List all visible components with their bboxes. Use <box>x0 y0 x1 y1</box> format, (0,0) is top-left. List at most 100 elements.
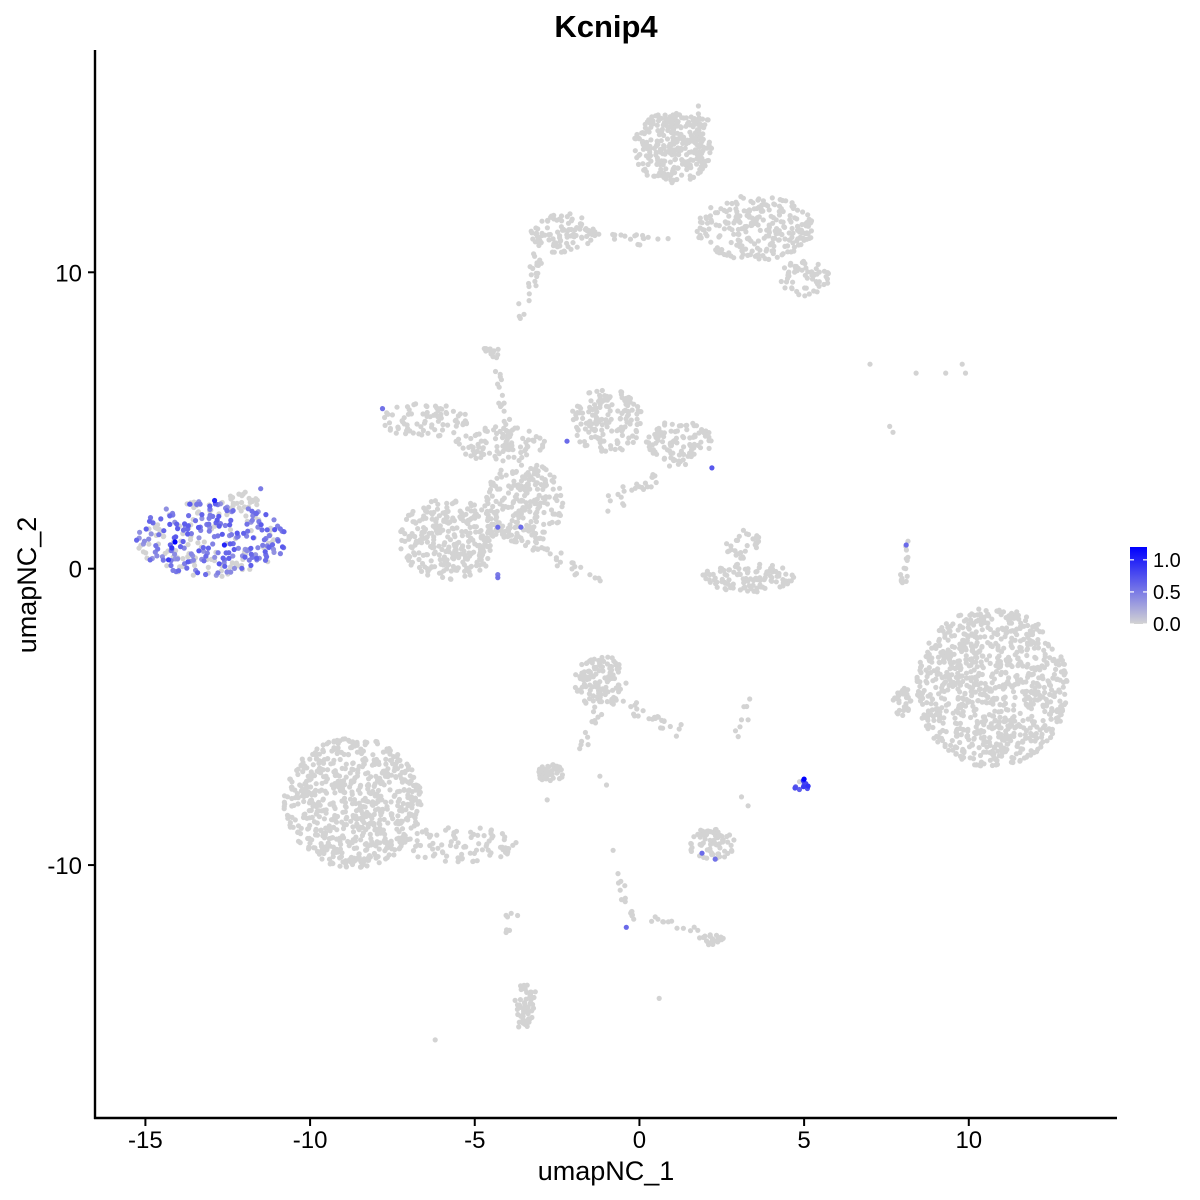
cell-point <box>740 576 746 582</box>
cell-point <box>738 555 744 561</box>
cell-point <box>809 276 816 282</box>
cell-point <box>691 834 697 840</box>
cell-point <box>708 829 714 835</box>
cell-point <box>488 522 494 529</box>
cell-point <box>550 762 556 768</box>
cell-point <box>530 1005 537 1011</box>
cell-point <box>497 471 503 477</box>
cell-point <box>976 649 982 655</box>
cell-point <box>505 454 512 460</box>
cell-point <box>353 808 360 814</box>
cell-point <box>599 387 605 394</box>
cell-point <box>501 495 507 501</box>
expressing-cell-point <box>231 565 238 572</box>
cell-point <box>418 424 424 430</box>
cell-point <box>289 795 295 802</box>
cell-point <box>1041 647 1047 653</box>
cell-point <box>703 428 709 434</box>
expressing-cell-point <box>249 517 255 523</box>
cell-point <box>583 684 589 690</box>
cell-point <box>668 428 674 434</box>
cell-point <box>658 138 664 144</box>
cell-point <box>655 128 661 134</box>
cell-point <box>516 1019 522 1025</box>
cell-point <box>1005 707 1011 713</box>
cell-point <box>682 145 688 151</box>
cell-point <box>995 748 1001 754</box>
cell-point <box>630 439 636 445</box>
cell-point <box>740 195 747 201</box>
cell-point <box>597 773 603 779</box>
cell-point <box>439 842 445 848</box>
cell-point <box>532 989 538 995</box>
expressing-cell-point <box>137 529 143 535</box>
cell-point <box>308 784 314 790</box>
cell-point <box>305 835 311 842</box>
cell-point <box>683 123 689 129</box>
cell-point <box>595 714 601 720</box>
expressing-cell-point <box>712 856 718 862</box>
cell-point <box>681 444 687 450</box>
cell-point <box>236 491 242 497</box>
cell-point <box>146 541 152 547</box>
expressing-cell-point <box>205 545 211 551</box>
cell-point <box>742 548 748 554</box>
cell-point <box>679 158 686 164</box>
cell-point <box>597 392 603 398</box>
cell-point <box>697 219 704 225</box>
cell-point <box>712 841 718 847</box>
cell-point <box>363 757 369 763</box>
cell-point <box>485 555 491 562</box>
cell-point <box>350 824 356 830</box>
cell-point <box>953 674 959 681</box>
cell-point <box>580 415 586 421</box>
cell-point <box>342 789 348 796</box>
cell-point <box>758 584 764 590</box>
cell-point <box>586 668 592 674</box>
cell-point <box>790 205 796 211</box>
cell-point <box>687 443 694 449</box>
cell-point <box>478 528 484 534</box>
cell-point <box>450 563 456 570</box>
cell-point <box>936 636 943 642</box>
expressing-cell-point <box>227 522 233 528</box>
cell-point <box>745 210 751 216</box>
cell-point <box>406 780 413 786</box>
cell-point <box>668 143 674 149</box>
cell-point <box>721 226 728 232</box>
cell-point <box>532 482 539 488</box>
cell-point <box>360 830 366 836</box>
cell-point <box>815 261 821 267</box>
cell-point <box>753 540 759 546</box>
cell-point <box>1022 732 1028 738</box>
cell-point <box>401 835 407 841</box>
cell-point <box>337 847 343 853</box>
cell-point <box>447 576 453 582</box>
expressing-cell-point <box>215 550 221 556</box>
cell-point <box>423 403 429 409</box>
cell-point <box>697 225 703 231</box>
cell-point <box>500 506 506 512</box>
cell-point <box>161 533 167 539</box>
cell-point <box>616 662 622 668</box>
cell-point <box>985 620 991 626</box>
cell-point <box>931 717 937 724</box>
cell-point <box>692 135 698 141</box>
cell-point <box>441 554 447 560</box>
cell-point <box>761 201 767 207</box>
cell-point <box>578 564 584 570</box>
cell-point <box>1047 691 1053 698</box>
cell-point <box>982 634 988 640</box>
cell-point <box>1017 732 1023 738</box>
cell-point <box>314 820 320 826</box>
cell-point <box>957 666 964 673</box>
cell-point <box>528 272 534 278</box>
expressing-cell-point <box>235 545 241 551</box>
cell-point <box>739 226 745 232</box>
cell-point <box>397 845 403 851</box>
y-tick-label: 10 <box>55 260 82 287</box>
cell-point <box>671 137 677 144</box>
cell-point <box>710 571 716 578</box>
cell-point <box>706 445 712 451</box>
cell-point <box>479 847 485 853</box>
